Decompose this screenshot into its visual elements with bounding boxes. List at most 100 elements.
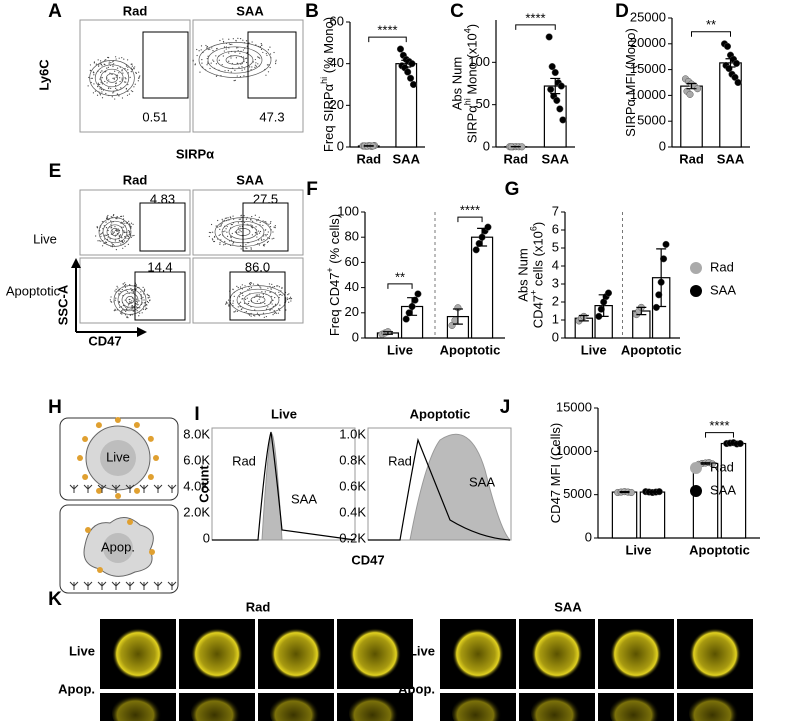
- flow-event: [269, 291, 271, 293]
- flow-event: [274, 312, 276, 314]
- flow-event: [209, 48, 211, 50]
- flow-event: [225, 303, 227, 305]
- flow-event: [120, 291, 122, 293]
- flow-event: [237, 47, 239, 49]
- flow-event: [110, 224, 112, 226]
- flow-event: [111, 73, 113, 76]
- flow-event: [213, 240, 215, 243]
- flow-event: [224, 230, 226, 232]
- axis-label: Ly6C: [36, 59, 51, 91]
- flow-event: [125, 308, 127, 311]
- flow-event: [230, 71, 232, 73]
- panel-letter: J: [500, 397, 511, 418]
- flow-event: [279, 309, 281, 312]
- flow-event: [266, 54, 268, 57]
- flow-event: [249, 66, 251, 68]
- cell-image: [349, 693, 401, 721]
- flow-contour: [110, 228, 120, 236]
- flow-event: [120, 215, 123, 217]
- receptor: [69, 581, 79, 590]
- flow-event: [261, 44, 263, 46]
- flow-event: [269, 222, 272, 224]
- flow-event: [130, 236, 132, 238]
- y-axis-label: CD47+ cells (x106): [529, 222, 546, 328]
- flow-event: [107, 233, 109, 236]
- flow-event: [124, 314, 127, 316]
- flow-event: [118, 239, 121, 242]
- flow-event: [207, 62, 209, 65]
- flow-event: [120, 87, 122, 89]
- arrow-head: [137, 327, 147, 337]
- flow-event: [206, 64, 208, 66]
- flow-event: [206, 57, 208, 60]
- data-point: [551, 68, 559, 77]
- flow-event: [254, 66, 256, 68]
- flow-gate: [142, 31, 189, 99]
- flow-event: [110, 296, 112, 298]
- legend-label: SAA: [710, 482, 736, 497]
- flow-event: [125, 310, 127, 312]
- flow-event: [232, 300, 234, 302]
- flow-event: [281, 287, 283, 290]
- row-label: Live: [409, 643, 435, 658]
- flow-contour: [225, 55, 245, 65]
- flow-event: [267, 231, 269, 233]
- flow-event: [194, 64, 196, 66]
- cd47-molecule: [147, 473, 154, 480]
- flow-event: [257, 63, 259, 65]
- error-bar: [452, 308, 463, 325]
- flow-event: [112, 65, 114, 68]
- flow-event: [212, 49, 214, 52]
- flow-event: [230, 223, 232, 226]
- y-tick-label: 0: [552, 329, 559, 344]
- flow-event: [226, 235, 229, 237]
- flow-event: [242, 294, 244, 297]
- flow-event: [262, 224, 264, 227]
- flow-event: [121, 288, 123, 291]
- flow-event: [223, 244, 225, 246]
- flow-event: [259, 230, 262, 233]
- flow-event: [137, 303, 139, 306]
- legend-marker: [690, 262, 702, 274]
- flow-event: [110, 87, 112, 89]
- flow-event: [259, 221, 261, 223]
- flow-event: [239, 75, 242, 78]
- flow-event: [289, 298, 291, 300]
- flow-event: [106, 67, 108, 69]
- y-tick-label: 15000: [630, 61, 666, 76]
- panel-letter: F: [306, 179, 318, 200]
- significance-label: ****: [709, 418, 729, 433]
- flow-event: [239, 245, 242, 247]
- flow-event: [110, 62, 112, 64]
- cell-image: [112, 628, 164, 680]
- flow-event: [239, 37, 242, 40]
- flow-event: [280, 293, 282, 296]
- flow-event: [125, 81, 127, 83]
- flow-event: [222, 220, 224, 222]
- flow-event: [256, 220, 258, 222]
- flow-event: [129, 284, 131, 286]
- flow-event: [245, 40, 248, 42]
- flow-event: [264, 291, 266, 293]
- flow-event: [125, 237, 127, 239]
- flow-event: [114, 70, 116, 72]
- flow-event: [141, 312, 143, 314]
- flow-event: [201, 59, 203, 61]
- flow-event: [242, 49, 245, 51]
- y-tick-label: 10000: [556, 443, 592, 458]
- flow-event: [111, 96, 113, 98]
- receptor: [83, 484, 93, 493]
- flow-event: [118, 301, 120, 304]
- flow-event: [101, 97, 104, 99]
- flow-event: [249, 314, 251, 316]
- y-tick-label: 20: [330, 97, 344, 112]
- flow-event: [250, 218, 252, 221]
- flow-event: [128, 220, 130, 222]
- flow-event: [265, 315, 267, 318]
- flow-event: [219, 242, 221, 244]
- flow-event: [120, 243, 122, 245]
- flow-event: [123, 231, 125, 234]
- flow-event: [147, 301, 149, 304]
- flow-event: [244, 285, 246, 287]
- row-label: Apoptotic: [6, 283, 61, 298]
